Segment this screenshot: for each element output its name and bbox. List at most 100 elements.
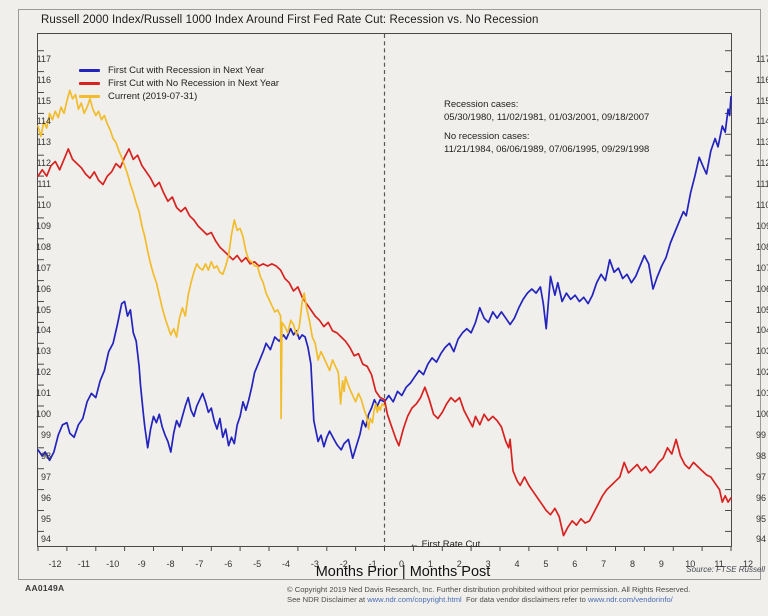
- x-axis-tick-label: -6: [224, 559, 233, 569]
- y-axis-tick-label: 94: [756, 534, 767, 545]
- y-axis-tick-label: 103: [35, 346, 51, 357]
- x-axis-tick-label: 2: [456, 559, 462, 569]
- x-axis-tick-label: -2: [339, 559, 348, 569]
- y-axis-tick-label: 112: [36, 158, 51, 169]
- y-axis-tick-label: 113: [36, 137, 51, 148]
- ndr-vendorinfo-link[interactable]: www.ndr.com/vendorinfo/: [587, 595, 673, 604]
- y-axis-tick-label: 102: [756, 367, 768, 378]
- y-axis-tick-label: 116: [36, 74, 51, 85]
- y-axis-tick-label: 98: [756, 450, 767, 461]
- y-axis-tick-label: 96: [40, 492, 51, 503]
- x-axis-tick-label: -4: [281, 559, 290, 569]
- legend-item-recession: First Cut with Recession in Next Year: [79, 64, 279, 77]
- y-axis-tick-label: 108: [756, 241, 768, 252]
- x-axis-tick-label: 5: [543, 559, 549, 569]
- x-axis-tick-label: -7: [195, 559, 204, 569]
- y-axis-tick-label: 95: [756, 513, 767, 524]
- y-axis-tick-label: 105: [35, 304, 51, 315]
- y-axis-tick-label: 98: [40, 450, 51, 461]
- x-axis-tick-label: 6: [572, 559, 578, 569]
- x-axis-tick-label: 11: [714, 559, 724, 569]
- y-axis-tick-label: 114: [36, 116, 51, 127]
- x-axis-tick-label: 4: [514, 559, 520, 569]
- y-axis-tick-label: 110: [756, 200, 768, 210]
- y-axis-tick-label: 113: [756, 137, 768, 148]
- x-axis-tick-label: 12: [742, 559, 753, 569]
- x-axis-tick-label: 0: [398, 559, 404, 569]
- copyright-line1: © Copyright 2019 Ned Davis Research, Inc…: [287, 585, 691, 594]
- copyright-see-prefix: See NDR Disclaimer at: [287, 595, 368, 604]
- chart-title: Russell 2000 Index/Russell 1000 Index Ar…: [41, 14, 539, 26]
- y-axis-tick-label: 101: [756, 388, 768, 399]
- y-axis-tick-label: 100: [756, 409, 768, 419]
- copyright-line2: See NDR Disclaimer at www.ndr.com/copyri…: [287, 595, 765, 605]
- y-axis-tick-label: 112: [756, 158, 768, 169]
- y-axis-tick-label: 106: [35, 283, 51, 294]
- plot-area: First Cut with Recession in Next Year Fi…: [37, 33, 765, 574]
- x-axis-tick-label: -11: [77, 559, 91, 569]
- y-axis-tick-label: 99: [756, 429, 767, 440]
- y-axis-tick-label: 107: [756, 262, 768, 273]
- y-axis-tick-label: 109: [756, 220, 768, 231]
- y-axis-tick-label: 102: [35, 367, 51, 378]
- y-axis-tick-label: 110: [36, 200, 51, 210]
- y-axis-tick-label: 107: [35, 262, 51, 273]
- legend: First Cut with Recession in Next Year Fi…: [79, 64, 279, 103]
- y-axis-tick-label: 94: [40, 534, 51, 545]
- y-axis-tick-label: 99: [40, 429, 51, 440]
- y-axis-tick-label: 104: [756, 325, 768, 336]
- y-axis-tick-label: 104: [35, 325, 51, 336]
- source-label: Source: FTSE Russell: [686, 565, 765, 574]
- x-axis-tick-label: 9: [658, 559, 664, 569]
- copyright-notice: © Copyright 2019 Ned Davis Research, Inc…: [287, 585, 765, 605]
- chart-frame: Russell 2000 Index/Russell 1000 Index Ar…: [18, 9, 768, 580]
- recession-line-swatch-icon: [79, 69, 100, 72]
- x-axis-tick-label: 8: [629, 559, 635, 569]
- x-axis-tick-label: -5: [253, 559, 262, 569]
- current-line-swatch-icon: [79, 95, 100, 98]
- legend-label-no-recession: First Cut with No Recession in Next Year: [108, 78, 280, 89]
- x-axis-tick-label: 3: [485, 559, 491, 569]
- y-axis-tick-label: 111: [37, 179, 51, 190]
- y-axis-tick-label: 115: [36, 95, 51, 106]
- y-axis-tick-label: 95: [40, 513, 51, 524]
- y-axis-tick-label: 109: [35, 220, 51, 231]
- x-axis-tick-label: 10: [685, 559, 696, 569]
- first-rate-cut-annotation: ← First Rate Cut: [409, 539, 481, 550]
- ndr-copyright-link[interactable]: www.ndr.com/copyright.html: [367, 595, 462, 604]
- y-axis-tick-label: 108: [35, 241, 51, 252]
- chart-code-label: AA0149A: [25, 583, 65, 593]
- y-axis-tick-label: 116: [756, 74, 768, 85]
- x-axis-tick-label: -9: [137, 559, 146, 569]
- x-axis-tick-label: -1: [368, 559, 377, 569]
- y-axis-tick-label: 97: [756, 471, 767, 482]
- y-axis-tick-label: 103: [756, 346, 768, 357]
- legend-label-current: Current (2019-07-31): [108, 91, 198, 102]
- x-axis-title: Months Prior | Months Post: [315, 564, 491, 580]
- x-axis-tick-label: -8: [166, 559, 175, 569]
- cases-annotation: Recession cases: 05/30/1980, 11/02/1981,…: [444, 98, 649, 156]
- legend-item-current: Current (2019-07-31): [79, 90, 279, 103]
- recession-cases-dates: 05/30/1980, 11/02/1981, 01/03/2001, 09/1…: [444, 112, 650, 123]
- recession-cases-header: Recession cases:: [444, 99, 519, 110]
- chart-canvas: [37, 34, 732, 551]
- no-recession-line-swatch-icon: [79, 82, 100, 85]
- legend-item-no-recession: First Cut with No Recession in Next Year: [79, 77, 279, 90]
- y-axis-tick-label: 117: [756, 53, 768, 64]
- x-axis-tick-label: 1: [427, 559, 433, 569]
- y-axis-tick-label: 115: [756, 95, 768, 106]
- legend-label-recession: First Cut with Recession in Next Year: [108, 65, 265, 76]
- y-axis-tick-label: 105: [756, 304, 768, 315]
- y-axis-tick-label: 114: [756, 116, 768, 127]
- y-axis-tick-label: 97: [40, 471, 51, 482]
- y-axis-tick-label: 106: [756, 283, 768, 294]
- y-axis-tick-label: 100: [35, 409, 51, 419]
- x-axis-tick-label: -12: [48, 559, 62, 569]
- y-axis-tick-label: 117: [36, 53, 51, 64]
- x-axis-tick-label: -10: [106, 559, 120, 569]
- y-axis-tick-label: 111: [756, 179, 768, 190]
- no-recession-cases-header: No recession cases:: [444, 131, 530, 142]
- y-axis-tick-label: 101: [35, 388, 51, 399]
- y-axis-tick-label: 96: [756, 492, 767, 503]
